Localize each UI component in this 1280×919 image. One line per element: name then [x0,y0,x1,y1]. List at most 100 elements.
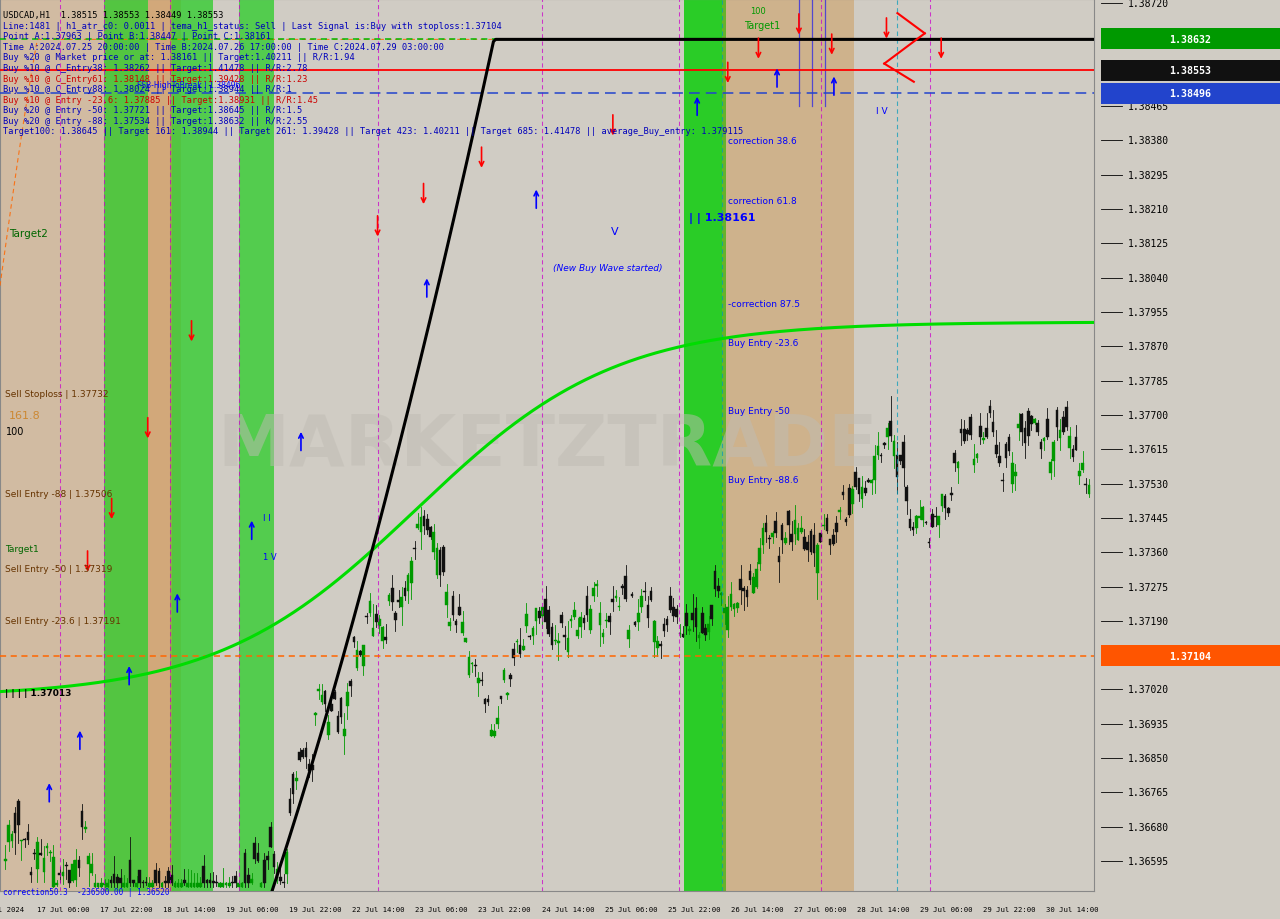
Bar [762,528,764,546]
Bar [23,839,26,840]
Bar [727,607,730,630]
Bar [672,607,675,616]
Text: 1.37785: 1.37785 [1128,376,1169,386]
Bar [835,524,837,532]
Bar [477,678,480,684]
Bar [777,556,781,562]
Bar [646,605,649,618]
Text: (New Buy Wave started): (New Buy Wave started) [553,264,662,273]
Text: 28 Jul 14:00: 28 Jul 14:00 [858,905,910,912]
Bar [561,616,563,624]
Text: 1.38465: 1.38465 [1128,102,1169,112]
Bar [529,636,531,637]
Text: 1.37190: 1.37190 [1128,616,1169,626]
Text: 100: 100 [750,7,765,17]
Bar [905,487,908,502]
Text: 1.38295: 1.38295 [1128,170,1169,180]
Bar [854,472,856,487]
Text: I V: I V [876,107,887,116]
Bar [787,511,790,526]
Bar [860,487,863,499]
Text: 1.37104: 1.37104 [1170,651,1211,661]
Bar [484,699,486,705]
Bar [1088,485,1091,494]
Bar [796,528,800,540]
Bar [42,857,45,872]
Bar [333,692,335,699]
Text: 1.36595: 1.36595 [1128,857,1169,867]
Bar [1082,464,1084,471]
Text: 17 Jul 06:00: 17 Jul 06:00 [37,905,90,912]
Bar [247,876,250,883]
Bar [10,834,13,841]
Bar [244,853,247,883]
Bar [570,619,572,621]
Bar [187,883,189,888]
Bar [602,633,604,638]
Bar [682,634,685,638]
Bar [1062,417,1065,433]
Text: V: V [611,227,618,237]
Text: MARKETZTRADE: MARKETZTRADE [216,411,878,480]
Bar [390,588,393,603]
Bar [931,515,933,528]
Bar [375,614,378,622]
Bar [104,883,106,885]
Bar [669,596,672,610]
Bar [800,528,803,532]
Text: Sell Entry -88 | 1.37506: Sell Entry -88 | 1.37506 [5,489,113,498]
Bar [828,539,832,546]
Text: 1 V: 1 V [262,552,276,562]
Text: 19 Jul 06:00: 19 Jul 06:00 [227,905,279,912]
Bar [36,842,38,869]
Bar [209,880,211,883]
Bar [576,630,579,636]
Bar [826,518,828,531]
Bar [1030,416,1033,425]
Bar [538,611,540,618]
Bar [1101,28,1280,51]
Bar [753,577,755,594]
Bar [189,883,192,888]
Bar [14,813,17,834]
Bar [225,883,228,886]
Bar [867,481,869,482]
Bar [890,421,892,437]
Bar [506,694,508,695]
Bar [975,454,978,459]
Text: 1.38040: 1.38040 [1128,273,1169,283]
Bar [689,630,691,631]
Bar [512,650,515,659]
Bar [193,883,196,888]
Bar [1043,438,1046,441]
Text: 1.37870: 1.37870 [1128,342,1169,352]
Bar [790,534,794,542]
Bar [544,600,547,623]
Bar [781,526,783,540]
Text: 100: 100 [5,426,24,437]
Bar [442,547,444,573]
Bar [358,652,361,655]
Bar [1039,442,1042,449]
Bar [326,722,329,735]
Text: Buy Entry -23.6: Buy Entry -23.6 [728,338,799,347]
Bar [1084,484,1087,485]
Bar [736,604,739,608]
Text: 25 Jul 06:00: 25 Jul 06:00 [604,905,657,912]
Bar [298,753,301,760]
Bar [59,873,61,875]
Text: correction 38.6: correction 38.6 [728,137,796,146]
Bar [238,883,241,888]
Bar [684,0,726,891]
Bar [27,833,29,840]
Bar [960,429,963,434]
Bar [896,455,899,477]
Bar [17,800,19,824]
Text: 16 Jul 2024: 16 Jul 2024 [0,905,24,912]
Bar [4,859,6,861]
Bar [879,456,882,457]
Bar [46,846,49,847]
Bar [339,698,342,718]
Bar [1037,424,1039,433]
Bar [157,871,160,883]
